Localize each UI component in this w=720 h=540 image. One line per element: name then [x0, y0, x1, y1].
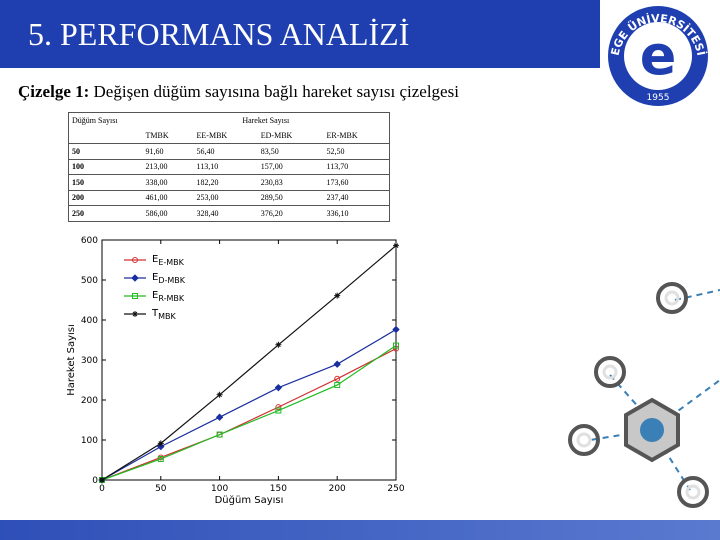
- data-point-TMBK: [157, 440, 164, 447]
- data-point-ED-MBK: [333, 360, 341, 368]
- y-tick-label: 300: [81, 356, 98, 366]
- table-row: 200 461,00 253,00 289,50 237,40: [68, 190, 390, 206]
- caption-prefix: Çizelge 1:: [18, 82, 90, 101]
- table-subheader-row: TMBK EE-MBK ED-MBK ER-MBK: [68, 128, 390, 144]
- page-title: 5. PERFORMANS ANALİZİ: [28, 16, 410, 52]
- y-tick-label: 400: [81, 316, 98, 326]
- legend-label: ED-MBK: [152, 272, 186, 285]
- table-row: 100 213,00 113,10 157,00 113,70: [68, 159, 390, 175]
- series-line-ED-MBK: [101, 329, 397, 481]
- data-point-EE-MBK: [275, 404, 282, 411]
- x-tick-label: 0: [99, 484, 105, 494]
- data-point-TMBK: [334, 292, 341, 299]
- data-point-ER-MBK: [275, 407, 282, 414]
- table-header-row: Düğüm Sayısı Hareket Sayısı: [68, 112, 390, 128]
- y-tick-label: 600: [81, 236, 98, 246]
- col-header-group: Hareket Sayısı: [142, 112, 390, 128]
- subheader-ee: EE-MBK: [193, 128, 258, 144]
- table-row: 150 338,00 182,20 230,83 173,60: [68, 174, 390, 191]
- data-point-ED-MBK: [274, 383, 283, 392]
- legend-marker: [132, 293, 138, 299]
- data-table: Düğüm Sayısı Hareket Sayısı TMBK EE-MBK …: [68, 112, 390, 222]
- university-logo: e EGE ÜNİVERSİTESİ 1955: [608, 6, 708, 106]
- data-point-TMBK: [393, 242, 399, 249]
- data-point-ER-MBK: [393, 342, 399, 349]
- title-bar: 5. PERFORMANS ANALİZİ: [0, 0, 600, 68]
- y-tick-label: 0: [92, 476, 98, 486]
- series-line-TMBK: [101, 245, 397, 481]
- x-tick-label: 100: [211, 484, 228, 494]
- col-header-nodes: Düğüm Sayısı: [68, 112, 143, 128]
- subheader-tmbk: TMBK: [142, 128, 194, 144]
- legend-marker: [132, 311, 138, 317]
- data-point-ED-MBK: [215, 413, 224, 421]
- line-chart: 0 100 200 300 400 500 600 0 50 100 150 200 250 Düğüm …: [66, 236, 405, 506]
- x-tick-label: 200: [329, 484, 346, 494]
- legend-marker: [131, 274, 139, 282]
- legend-label: ER-MBK: [152, 290, 185, 303]
- table-row: 50 91,60 56,40 83,50 52,50: [68, 143, 390, 160]
- molecule-decoration: [568, 282, 720, 508]
- series-line-ER-MBK: [101, 345, 397, 481]
- y-tick-label: 200: [81, 396, 98, 406]
- x-tick-label: 50: [155, 484, 167, 494]
- logo-letter: e: [640, 24, 677, 87]
- subheader-ed: ED-MBK: [257, 128, 324, 144]
- data-point-ER-MBK: [157, 456, 164, 462]
- legend-box: [117, 249, 197, 331]
- y-tick-label: 100: [81, 436, 98, 446]
- bottom-strip: [0, 520, 720, 540]
- series-line-EE-MBK: [101, 348, 397, 481]
- data-point-ER-MBK: [334, 382, 341, 389]
- data-point-EE-MBK: [334, 375, 341, 382]
- x-tick-label: 250: [387, 484, 404, 494]
- x-tick-label: 150: [270, 484, 287, 494]
- data-point-TMBK: [99, 477, 105, 483]
- legend-label: TMBK: [151, 308, 177, 321]
- legend-label: EE-MBK: [152, 254, 185, 267]
- y-tick-label: 500: [81, 276, 98, 286]
- y-axis-label: Hareket Sayısı: [66, 324, 77, 396]
- logo-year: 1955: [647, 93, 670, 103]
- data-point-TMBK: [275, 341, 282, 348]
- data-point-ER-MBK: [216, 431, 223, 438]
- legend-marker: [132, 257, 138, 263]
- caption-text: Değişen düğüm sayısına bağlı hareket say…: [93, 82, 459, 101]
- table-caption: Çizelge 1: Değişen düğüm sayısına bağlı …: [18, 82, 459, 102]
- x-axis-label: Düğüm Sayısı: [215, 494, 284, 506]
- table-row: 250 586,00 328,40 376,20 336,10: [68, 205, 390, 222]
- data-point-ED-MBK: [392, 325, 400, 334]
- hexagon-icon: [624, 397, 680, 463]
- subheader-er: ER-MBK: [323, 128, 390, 144]
- ring-icon: [568, 282, 709, 508]
- data-point-TMBK: [216, 391, 223, 398]
